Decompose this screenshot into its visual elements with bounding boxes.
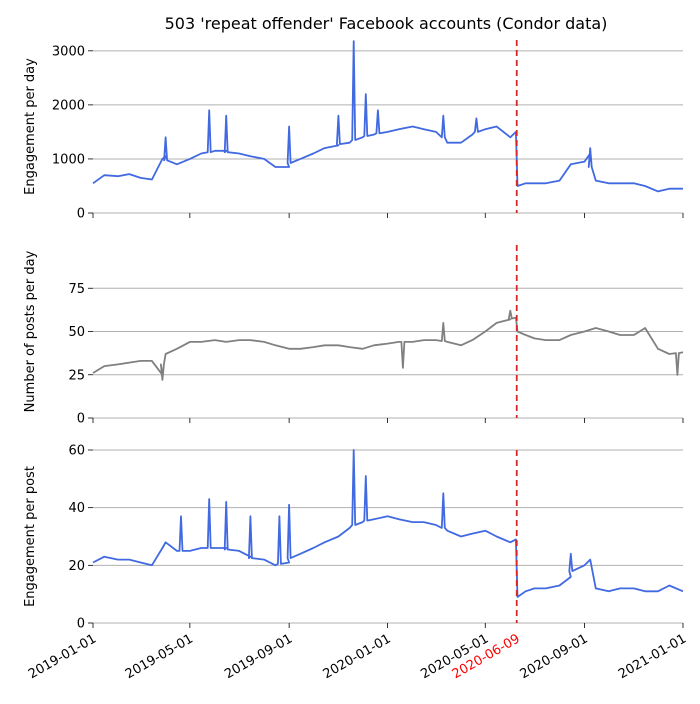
y-tick-label: 0 (77, 207, 85, 222)
series-line (92, 309, 684, 381)
x-tick-label: 2019-05-01 (123, 631, 196, 682)
y-axis-label: Engagement per post (23, 466, 38, 607)
y-tick-label: 0 (77, 617, 85, 632)
y-axis-label: Engagement per day (23, 58, 38, 195)
y-tick-label: 40 (68, 501, 85, 516)
series-line (92, 449, 684, 598)
y-tick-label: 20 (68, 559, 85, 574)
x-tick-label: 2020-01-01 (321, 631, 394, 682)
y-tick-label: 1000 (52, 152, 85, 167)
series-line (92, 40, 683, 193)
x-tick-label: 2021-01-01 (616, 631, 689, 682)
y-tick-label: 0 (77, 412, 85, 427)
y-axis-label: Number of posts per day (23, 250, 38, 412)
y-tick-label: 3000 (52, 44, 85, 59)
x-tick-label: 2020-09-01 (518, 631, 591, 682)
y-tick-label: 60 (68, 444, 85, 459)
y-tick-label: 75 (68, 282, 85, 297)
y-tick-label: 50 (68, 325, 85, 340)
y-tick-label: 25 (68, 368, 85, 383)
chart-title: 503 'repeat offender' Facebook accounts … (165, 14, 608, 33)
x-tick-label: 2019-09-01 (222, 631, 295, 682)
y-tick-label: 2000 (52, 98, 85, 113)
x-tick-label: 2019-01-01 (26, 631, 99, 682)
